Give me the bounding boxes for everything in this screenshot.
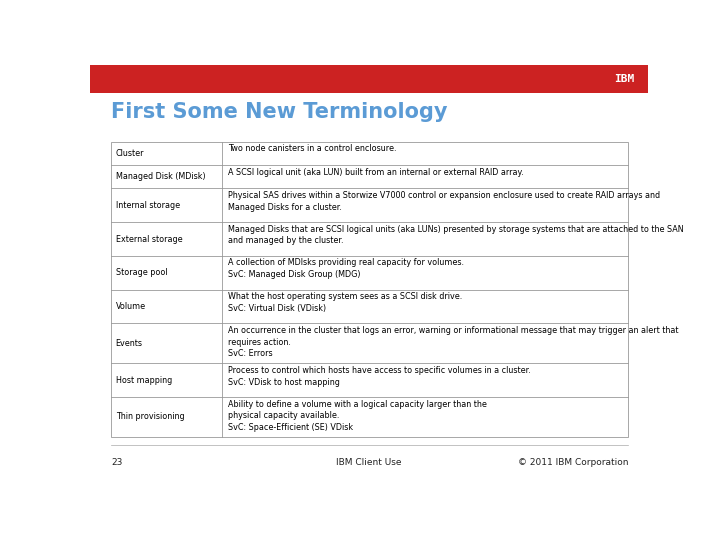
Text: Volume: Volume: [116, 302, 145, 311]
Text: External storage: External storage: [116, 234, 182, 244]
Bar: [90, 65, 648, 93]
Text: Cluster: Cluster: [116, 149, 144, 158]
Text: Thin provisioning: Thin provisioning: [116, 413, 184, 422]
Text: An occurrence in the cluster that logs an error, warning or informational messag: An occurrence in the cluster that logs a…: [228, 326, 678, 359]
Text: Host mapping: Host mapping: [116, 376, 172, 384]
Text: Events: Events: [116, 339, 143, 348]
Text: Managed Disks that are SCSI logical units (aka LUNs) presented by storage system: Managed Disks that are SCSI logical unit…: [228, 225, 683, 245]
Text: © 2011 IBM Corporation: © 2011 IBM Corporation: [518, 458, 629, 467]
Text: Two node canisters in a control enclosure.: Two node canisters in a control enclosur…: [228, 144, 397, 153]
Text: Physical SAS drives within a Storwize V7000 control or expansion enclosure used : Physical SAS drives within a Storwize V7…: [228, 191, 660, 212]
Text: Managed Disk (MDisk): Managed Disk (MDisk): [116, 172, 205, 181]
Text: IBM: IBM: [614, 74, 635, 84]
Text: First Some New Terminology: First Some New Terminology: [111, 102, 448, 122]
Text: Ability to define a volume with a logical capacity larger than the
physical capa: Ability to define a volume with a logica…: [228, 400, 487, 432]
Bar: [111, 141, 629, 437]
Text: Internal storage: Internal storage: [116, 201, 180, 210]
Text: 23: 23: [111, 458, 122, 467]
Text: IBM Client Use: IBM Client Use: [336, 458, 402, 467]
Text: A collection of MDIsks providing real capacity for volumes.
SvC: Managed Disk Gr: A collection of MDIsks providing real ca…: [228, 258, 464, 279]
Text: What the host operating system sees as a SCSI disk drive.
SvC: Virtual Disk (VDi: What the host operating system sees as a…: [228, 292, 462, 313]
Text: A SCSI logical unit (aka LUN) built from an internal or external RAID array.: A SCSI logical unit (aka LUN) built from…: [228, 167, 523, 177]
Text: Storage pool: Storage pool: [116, 268, 167, 277]
Text: Process to control which hosts have access to specific volumes in a cluster.
SvC: Process to control which hosts have acce…: [228, 366, 531, 387]
